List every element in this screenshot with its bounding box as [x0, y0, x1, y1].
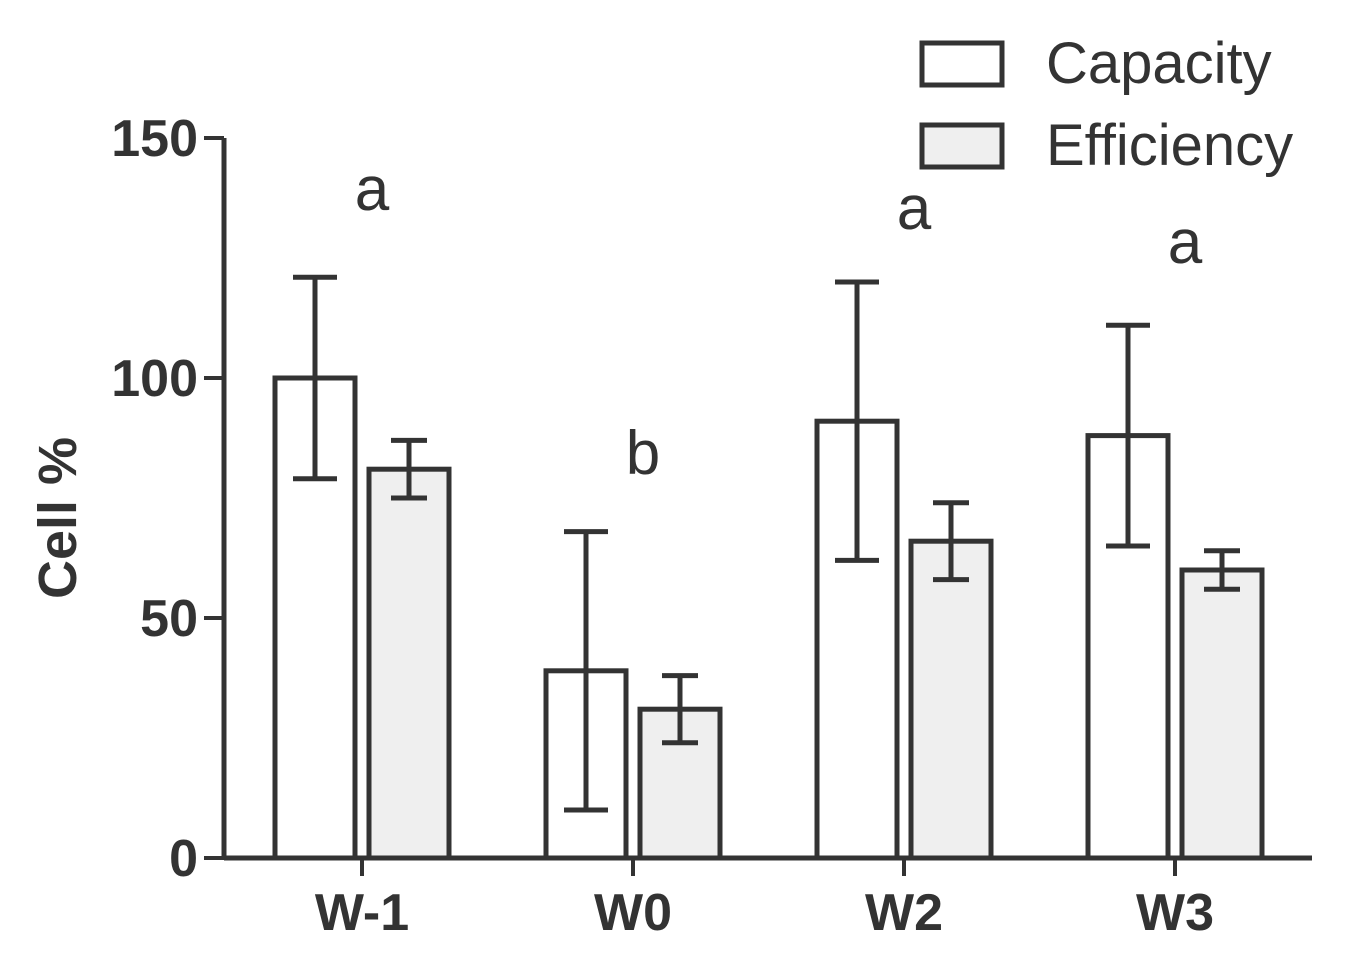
significance-letter: b — [626, 419, 660, 488]
y-tick-label: 100 — [111, 350, 198, 408]
y-axis-title: Cell % — [28, 437, 88, 599]
bar-efficiency-w2 — [908, 538, 994, 861]
legend-swatch-efficiency — [919, 122, 1005, 170]
y-tick-label: 0 — [169, 830, 198, 888]
bar-efficiency-w3 — [1179, 567, 1265, 861]
y-tick-label: 50 — [140, 590, 198, 648]
x-tick-label: W3 — [1136, 884, 1214, 942]
bar-efficiency-w-1 — [366, 466, 452, 861]
bar-capacity-w2 — [814, 418, 900, 861]
x-tick-label: W0 — [594, 884, 672, 942]
legend-swatch-capacity — [919, 40, 1005, 88]
x-tick-label: W-1 — [315, 884, 409, 942]
legend-label-efficiency: Efficiency — [1046, 113, 1293, 178]
significance-letter: a — [1168, 208, 1203, 277]
significance-letter: a — [897, 174, 932, 243]
significance-letter: a — [355, 155, 390, 224]
legend-label-capacity: Capacity — [1046, 31, 1272, 96]
y-tick-label: 150 — [111, 110, 198, 168]
x-tick-label: W2 — [865, 884, 943, 942]
